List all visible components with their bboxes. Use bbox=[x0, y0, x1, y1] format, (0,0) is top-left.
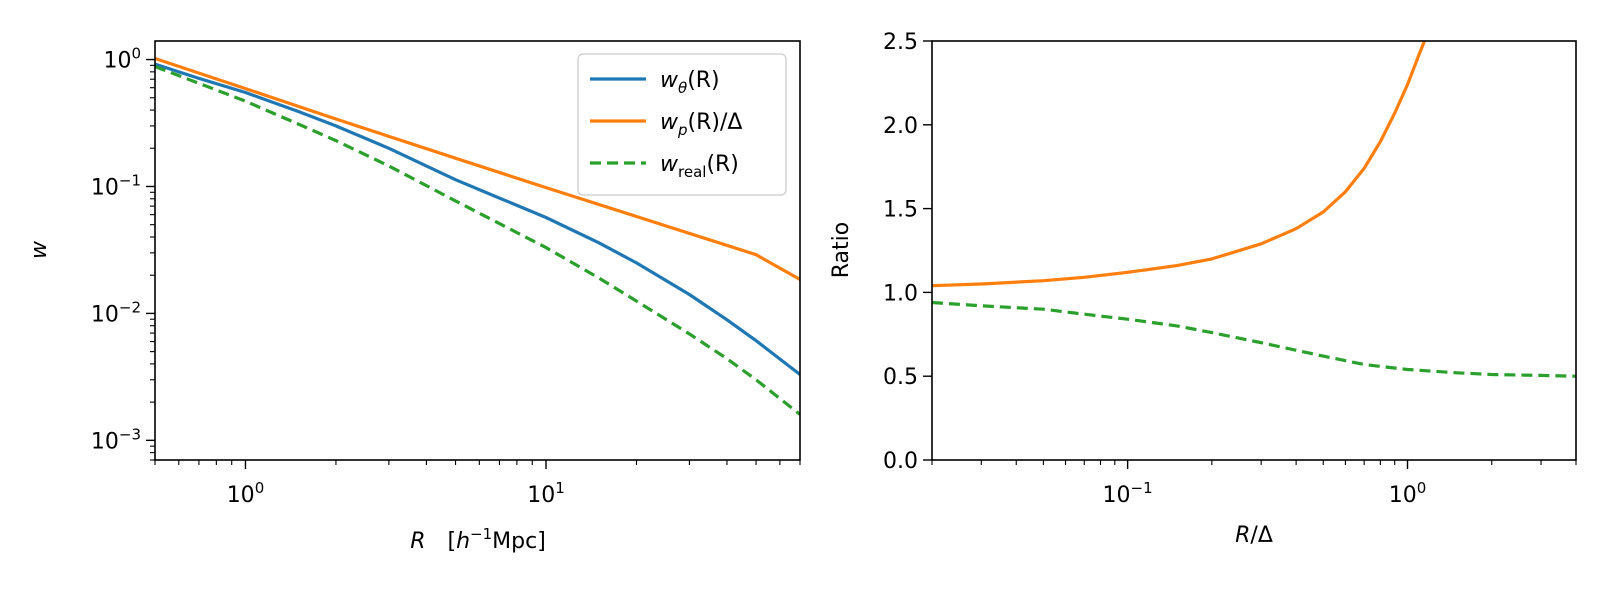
right-y-tick-label-0: 0.0 bbox=[883, 449, 918, 474]
left-y-tick-label-2: 10−2 bbox=[91, 298, 141, 327]
right-x-axis-label: R/Δ bbox=[1235, 523, 1273, 548]
left-plot-frame bbox=[154, 40, 801, 461]
right-series-1-line bbox=[932, 300, 1576, 378]
right-plot-frame bbox=[931, 40, 1577, 461]
left-axes: 100 101 100 10−1 10−2 10−3 bbox=[91, 45, 801, 508]
right-series-clip bbox=[932, 41, 1576, 378]
left-series-2-line bbox=[155, 65, 800, 416]
left-series-group bbox=[155, 56, 800, 416]
legend-label-w-real: wreal(R) bbox=[660, 152, 739, 181]
right-x-tick-label-1: 100 bbox=[1389, 479, 1427, 508]
right-y-tick-label-3: 1.5 bbox=[883, 198, 918, 223]
left-x-axis-label: R [h−1Mpc] bbox=[410, 525, 546, 554]
legend-box bbox=[577, 53, 787, 196]
right-series-group bbox=[932, 41, 1576, 378]
left-x-tick-label-0: 100 bbox=[227, 479, 265, 508]
left-series-clip bbox=[155, 56, 800, 416]
left-chart: 100 101 100 10−1 10−2 10−3 w R [h−1Mpc] wθ(R) … bbox=[27, 40, 801, 554]
legend-label-w-theta: wθ(R) bbox=[660, 68, 720, 97]
left-y-tick-label-1: 10−1 bbox=[91, 171, 141, 200]
right-y-tick-label-4: 2.0 bbox=[883, 114, 918, 139]
right-x-tick-label-0: 10−1 bbox=[1103, 479, 1153, 508]
right-y-tick-label-5: 2.5 bbox=[883, 30, 918, 55]
right-y-tick-label-2: 1.0 bbox=[883, 281, 918, 306]
left-y-axis-label: w bbox=[27, 240, 52, 259]
right-y-axis-label: Ratio bbox=[829, 222, 854, 278]
left-y-tick-label-3: 10−3 bbox=[91, 425, 141, 454]
right-y-tick-label-1: 0.5 bbox=[883, 365, 918, 390]
legend: wθ(R) wp(R)/Δ wreal(R) bbox=[577, 53, 787, 196]
right-chart: 10−1 100 0.0 0.5 1.0 1.5 2.0 2.5 Ratio R/Δ bbox=[829, 30, 1577, 548]
left-series-1-line bbox=[155, 56, 800, 281]
left-series-0-line bbox=[155, 62, 800, 376]
legend-label-w-p: wp(R)/Δ bbox=[660, 110, 742, 139]
right-axes: 10−1 100 0.0 0.5 1.0 1.5 2.0 2.5 bbox=[883, 30, 1577, 508]
left-x-tick-label-1: 101 bbox=[527, 479, 565, 508]
left-y-tick-label-0: 100 bbox=[103, 45, 141, 74]
right-series-0-line bbox=[932, 41, 1426, 288]
